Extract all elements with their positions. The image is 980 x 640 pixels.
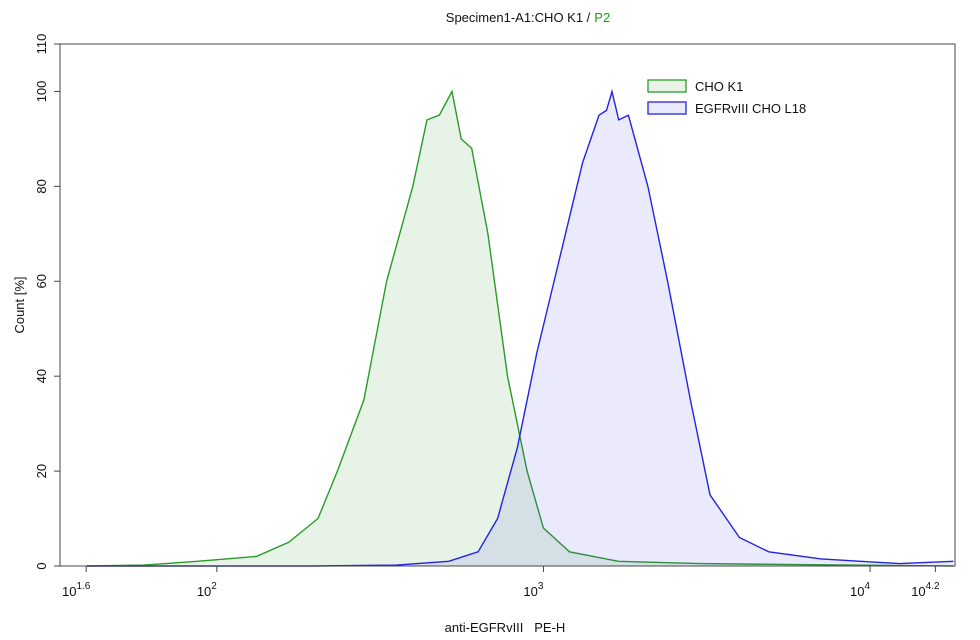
histogram-area	[86, 91, 954, 566]
x-tick-label: 104	[850, 581, 870, 599]
x-tick-label: 103	[523, 581, 543, 599]
tick-exponent: 4	[865, 581, 871, 592]
legend-swatch	[647, 79, 687, 93]
x-axis-label: anti-EGFRvIII PE-H	[445, 620, 566, 635]
chart-title: Specimen1-A1:CHO K1 /P2	[446, 10, 610, 25]
tick-base: 10	[523, 584, 537, 599]
tick-exponent: 2	[211, 581, 217, 592]
tick-exponent: 3	[538, 581, 544, 592]
y-tick-label: 100	[34, 81, 49, 103]
y-axis-label: Count [%]	[12, 276, 27, 333]
y-tick-label: 0	[34, 562, 49, 569]
plot-frame	[59, 43, 956, 567]
tick-base: 10	[62, 584, 76, 599]
y-tick-label: 20	[34, 464, 49, 478]
x-tick-label: 101.6	[62, 581, 91, 599]
tick-exponent: 4.2	[926, 581, 940, 592]
legend-label: EGFRvIII CHO L18	[695, 101, 806, 116]
y-tick-label: 40	[34, 369, 49, 383]
histogram-line	[86, 89, 954, 567]
tick-base: 10	[197, 584, 211, 599]
y-tick-label: 60	[34, 274, 49, 288]
tick-exponent: 1.6	[76, 581, 90, 592]
histogram-area	[86, 91, 954, 566]
histogram-line	[86, 88, 954, 567]
y-tick-label: 110	[34, 34, 49, 55]
legend-swatch	[647, 101, 687, 115]
x-tick-label: 102	[197, 581, 217, 599]
y-tick-label: 80	[34, 179, 49, 193]
title-part: P2	[594, 10, 610, 25]
tick-base: 10	[850, 584, 864, 599]
x-tick-label: 104.2	[911, 581, 940, 599]
legend-label: CHO K1	[695, 79, 743, 94]
title-part: Specimen1-A1:CHO K1 /	[446, 10, 591, 25]
tick-base: 10	[911, 584, 925, 599]
